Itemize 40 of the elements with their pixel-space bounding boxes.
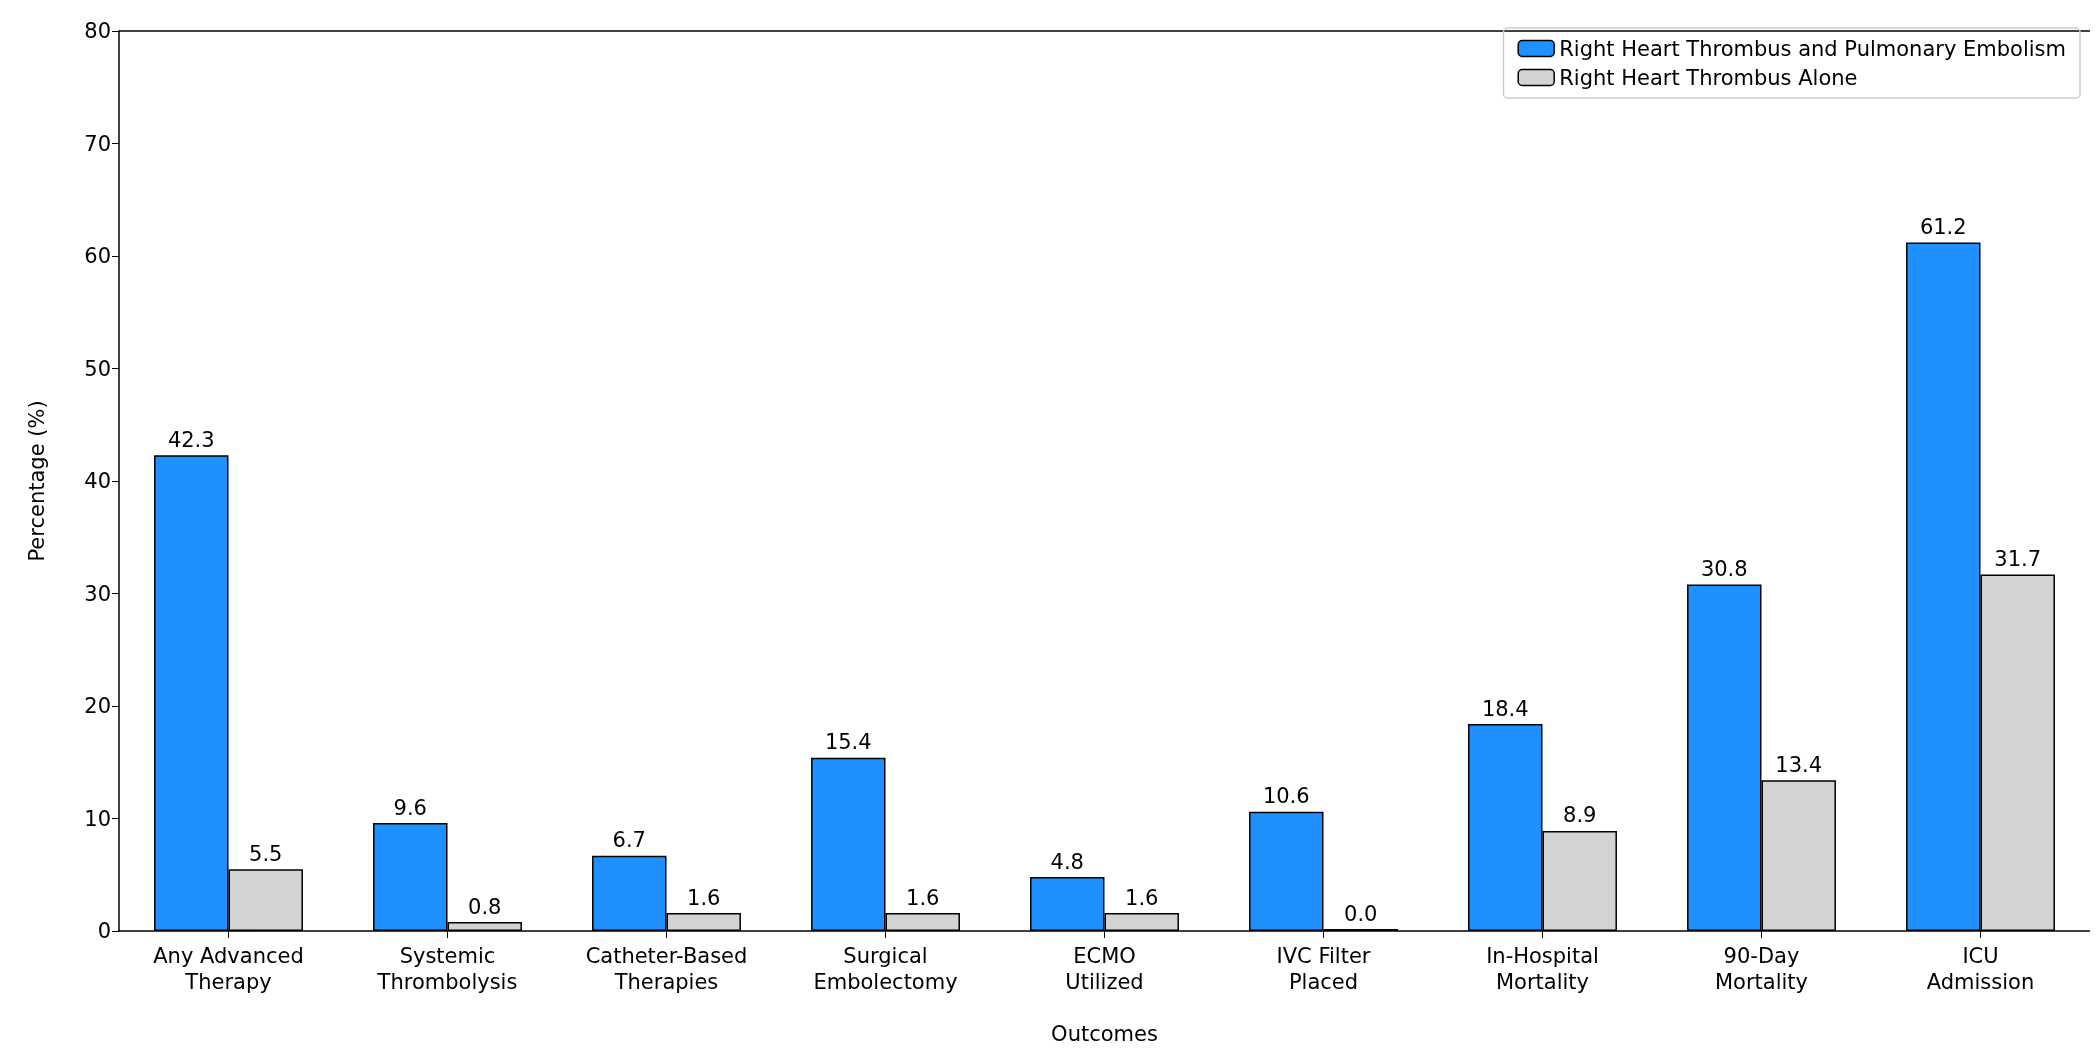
y-axis-title: Percentage (%)	[24, 400, 49, 562]
data-label: 6.7	[612, 828, 646, 853]
y-tick-label: 80	[84, 19, 111, 43]
x-tick-label: Catheter-Based Therapies	[585, 944, 748, 994]
y-tick-label: 10	[84, 806, 111, 831]
data-label: 5.5	[249, 841, 283, 866]
data-label: 9.6	[393, 795, 427, 820]
data-label: 13.4	[1775, 752, 1823, 777]
legend-label: Right Heart Thrombus Alone	[1559, 65, 1858, 90]
x-tick-label: ECMO Utilized	[1065, 944, 1144, 994]
y-tick-label: 60	[84, 244, 111, 268]
data-label: 10.6	[1262, 784, 1310, 809]
data-label: 0.0	[1344, 901, 1378, 926]
legend-label: Right Heart Thrombus and Pulmonary Embolism	[1559, 36, 2066, 61]
x-tick-label: In-Hospital Mortality	[1486, 944, 1599, 994]
data-label: 18.4	[1481, 696, 1529, 721]
x-tick-label: Any Advanced Therapy	[153, 944, 304, 994]
data-label: 1.6	[1125, 885, 1159, 910]
data-label: 4.8	[1050, 849, 1084, 874]
y-tick-label: 50	[84, 356, 111, 381]
data-label: 8.9	[1563, 803, 1597, 828]
data-label: 30.8	[1700, 557, 1748, 581]
y-tick-label: 70	[84, 131, 111, 156]
data-label: 61.2	[1919, 215, 1967, 239]
y-tick-label: 30	[84, 581, 111, 606]
data-label: 0.8	[468, 894, 502, 919]
y-tick-label: 20	[84, 694, 111, 718]
y-tick-label: 0	[97, 919, 111, 943]
data-label: 15.4	[824, 730, 872, 755]
data-label: 1.6	[687, 885, 721, 910]
data-label: 42.3	[167, 427, 215, 452]
x-tick-label: IVC Filter Placed	[1276, 944, 1371, 994]
y-tick-label: 40	[84, 469, 111, 493]
data-label: 1.6	[906, 885, 940, 910]
x-tick-label: 90-Day Mortality	[1714, 944, 1809, 994]
x-tick-label: Surgical Embolectomy	[813, 944, 958, 994]
data-label: 31.7	[1994, 546, 2042, 571]
x-axis-title: Outcomes	[1051, 1021, 1158, 1046]
x-tick-label: ICU Admission	[1926, 944, 2035, 994]
x-tick-label: Systemic Thrombolysis	[376, 944, 518, 994]
